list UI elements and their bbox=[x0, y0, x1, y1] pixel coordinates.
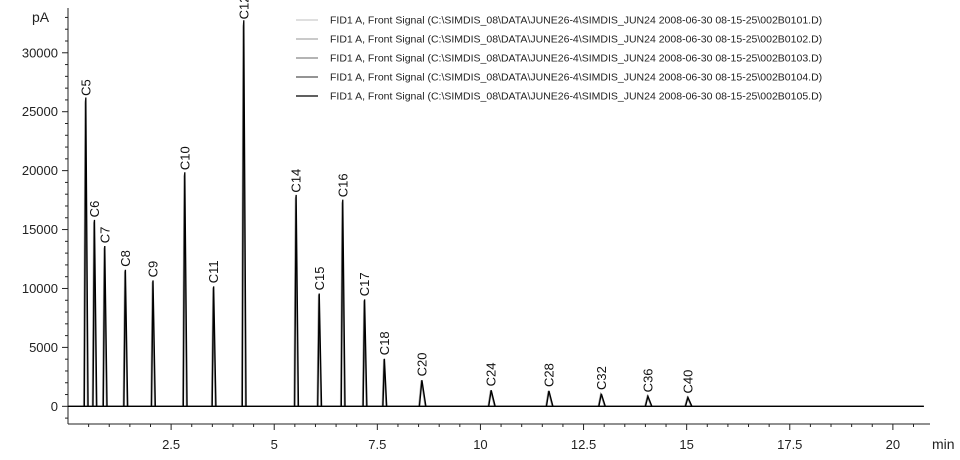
y-tick-label: 20000 bbox=[22, 163, 58, 178]
trace-peak bbox=[294, 194, 300, 407]
peak-label: C28 bbox=[541, 363, 556, 387]
peak-label: C40 bbox=[680, 370, 695, 394]
y-tick-label: 30000 bbox=[22, 45, 58, 60]
trace-peak bbox=[644, 394, 653, 407]
legend-label: FID1 A, Front Signal (C:\SIMDIS_08\DATA\… bbox=[330, 91, 822, 103]
peak-label: C24 bbox=[484, 363, 499, 387]
peak-label: C32 bbox=[594, 366, 609, 390]
peak-label: C5 bbox=[78, 79, 93, 96]
legend: FID1 A, Front Signal (C:\SIMDIS_08\DATA\… bbox=[296, 15, 822, 103]
trace-peak bbox=[418, 380, 427, 407]
signal-trace bbox=[68, 20, 924, 407]
signal-traces bbox=[68, 20, 924, 407]
y-tick-label: 0 bbox=[51, 399, 58, 414]
trace-peak bbox=[317, 293, 323, 407]
peak-labels: C5 C6 C7 C8 C9 C10 C11 C12 C14 C15 C16 C17 C18 C20 C24… bbox=[78, 0, 695, 393]
peak-label: C16 bbox=[335, 173, 350, 197]
x-tick-label: 7.5 bbox=[368, 437, 386, 452]
x-tick-label: 12.5 bbox=[571, 437, 596, 452]
x-tick-label: 5 bbox=[271, 437, 278, 452]
trace-peak bbox=[545, 390, 554, 407]
y-tick-label: 15000 bbox=[22, 222, 58, 237]
x-tick-label: 2.5 bbox=[162, 437, 180, 452]
peak-label: C14 bbox=[289, 169, 304, 193]
legend-label: FID1 A, Front Signal (C:\SIMDIS_08\DATA\… bbox=[330, 53, 822, 65]
trace-peak bbox=[340, 199, 346, 407]
y-tick-label: 10000 bbox=[22, 281, 58, 296]
y-ticks: 0 5000 10000 15000 20000 25000 30000 bbox=[22, 16, 68, 419]
peak-label: C9 bbox=[146, 261, 161, 278]
trace-peak bbox=[684, 395, 693, 407]
peak-label: C17 bbox=[357, 272, 372, 296]
x-ticks: 2.5 5 7.5 10 12.5 15 17.5 20 bbox=[88, 424, 915, 452]
peak-label: C6 bbox=[87, 201, 102, 218]
peak-label: C18 bbox=[377, 331, 392, 355]
trace-peak bbox=[241, 20, 247, 407]
legend-label: FID1 A, Front Signal (C:\SIMDIS_08\DATA\… bbox=[330, 15, 822, 27]
x-tick-label: 20 bbox=[886, 437, 900, 452]
y-axis-unit-label: pA bbox=[32, 9, 50, 25]
trace-peak bbox=[211, 286, 217, 407]
axes: pA min bbox=[32, 8, 955, 452]
x-axis-unit-label: min bbox=[932, 436, 955, 452]
trace-peak bbox=[150, 280, 157, 407]
x-tick-label: 15 bbox=[679, 437, 693, 452]
trace-peak bbox=[102, 245, 108, 407]
peak-label: C12 bbox=[236, 0, 251, 19]
trace-peak bbox=[123, 269, 129, 407]
trace-peak bbox=[382, 358, 388, 407]
trace-peak bbox=[362, 299, 368, 407]
peak-label: C7 bbox=[97, 227, 112, 244]
trace-peak bbox=[83, 97, 89, 407]
trace-peak bbox=[488, 390, 496, 407]
peak-label: C11 bbox=[206, 260, 221, 283]
x-tick-label: 10 bbox=[473, 437, 487, 452]
trace-peak bbox=[182, 172, 188, 407]
legend-label: FID1 A, Front Signal (C:\SIMDIS_08\DATA\… bbox=[330, 34, 822, 46]
peak-label: C20 bbox=[414, 353, 429, 377]
trace-peak bbox=[92, 219, 98, 407]
y-tick-label: 5000 bbox=[29, 340, 58, 355]
peak-label: C15 bbox=[312, 267, 327, 291]
peak-label: C10 bbox=[177, 146, 192, 170]
peak-label: C8 bbox=[118, 250, 133, 267]
trace-peak bbox=[598, 393, 606, 407]
peak-label: C36 bbox=[640, 368, 655, 392]
y-tick-label: 25000 bbox=[22, 104, 58, 119]
x-tick-label: 17.5 bbox=[777, 437, 802, 452]
legend-label: FID1 A, Front Signal (C:\SIMDIS_08\DATA\… bbox=[330, 72, 822, 84]
